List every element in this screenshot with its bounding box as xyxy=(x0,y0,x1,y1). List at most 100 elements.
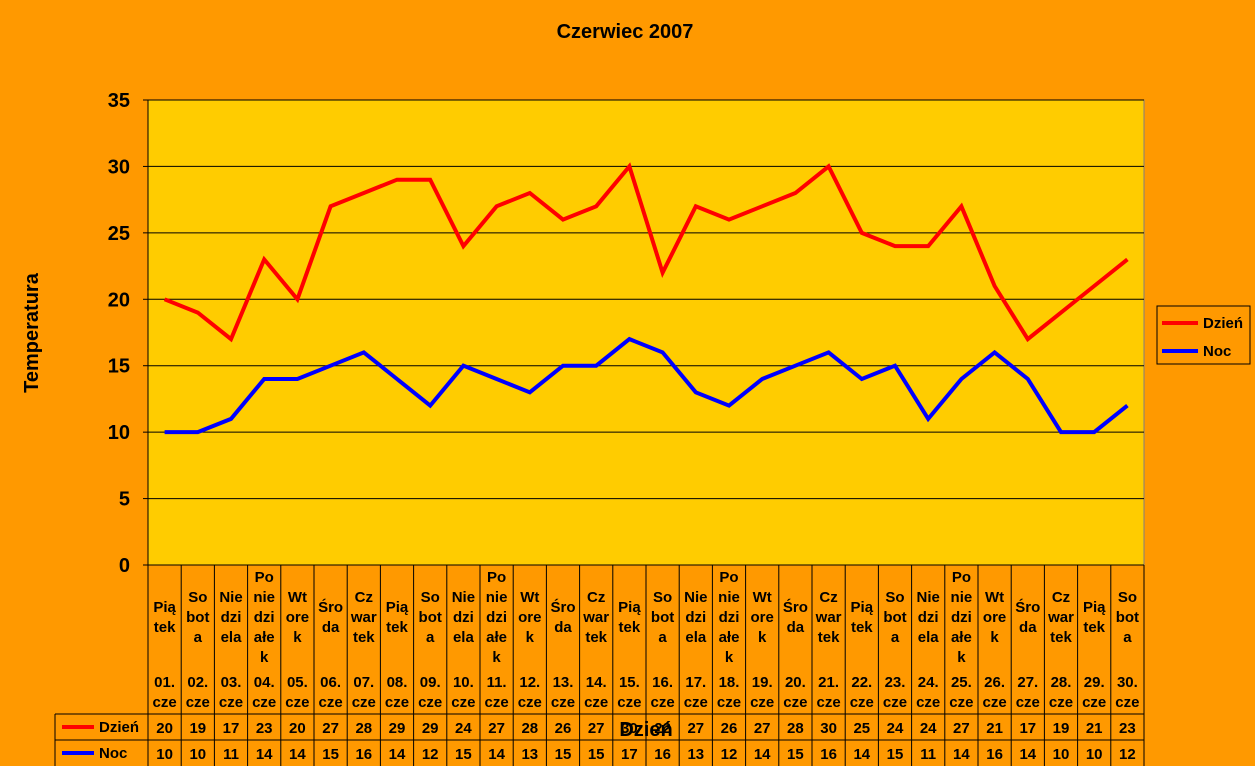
table-value: 27 xyxy=(754,720,771,737)
x-tick-day-label: So xyxy=(885,589,904,606)
x-tick-day-label: So xyxy=(421,589,440,606)
x-tick-date-label: cze xyxy=(252,694,276,711)
x-tick-date-label: 23. xyxy=(885,674,906,691)
x-tick-date-label: 08. xyxy=(387,674,408,691)
table-value: 22 xyxy=(654,720,671,737)
y-tick-label: 5 xyxy=(119,489,130,511)
x-tick-day-label: Pią xyxy=(1083,599,1106,616)
x-tick-day-label: dzi xyxy=(685,609,706,626)
x-tick-day-label: Pią xyxy=(618,599,641,616)
table-value: 11 xyxy=(223,746,239,763)
table-value: 24 xyxy=(455,720,472,737)
x-tick-date-label: cze xyxy=(1115,694,1139,711)
table-value: 20 xyxy=(289,720,306,737)
x-tick-day-label: dzi xyxy=(486,609,507,626)
x-tick-day-label: ore xyxy=(751,609,774,626)
table-value: 24 xyxy=(920,720,937,737)
table-value: 15 xyxy=(787,746,804,763)
x-tick-date-label: 28. xyxy=(1051,674,1072,691)
table-value: 16 xyxy=(986,746,1003,763)
x-tick-day-label: ałe xyxy=(254,629,275,646)
table-value: 10 xyxy=(1086,746,1103,763)
table-value: 28 xyxy=(521,720,538,737)
x-tick-date-label: cze xyxy=(1082,694,1106,711)
x-tick-day-label: Śro xyxy=(1015,598,1040,616)
table-value: 17 xyxy=(621,746,638,763)
x-tick-day-label: Nie xyxy=(917,589,940,606)
x-tick-date-label: cze xyxy=(817,694,841,711)
x-tick-day-label: Wt xyxy=(985,589,1004,606)
table-value: 30 xyxy=(621,720,638,737)
x-tick-day-label: Wt xyxy=(753,589,772,606)
table-value: 28 xyxy=(787,720,804,737)
table-value: 23 xyxy=(256,720,273,737)
x-tick-day-label: tek xyxy=(353,629,375,646)
x-tick-day-label: dzi xyxy=(254,609,275,626)
x-tick-date-label: 02. xyxy=(187,674,208,691)
x-tick-day-label: tek xyxy=(818,629,840,646)
x-tick-date-label: 10. xyxy=(453,674,474,691)
x-tick-day-label: k xyxy=(725,649,734,666)
table-value: 30 xyxy=(820,720,837,737)
x-tick-date-label: 15. xyxy=(619,674,640,691)
x-tick-date-label: cze xyxy=(983,694,1007,711)
y-axis-label: Temperatura xyxy=(21,272,43,393)
legend-label: Dzień xyxy=(1203,315,1243,332)
x-tick-day-label: war xyxy=(582,609,609,626)
x-tick-day-label: a xyxy=(1123,629,1132,646)
x-tick-date-label: cze xyxy=(352,694,376,711)
legend: Dzień Noc xyxy=(1156,305,1251,365)
x-tick-day-label: dzi xyxy=(951,609,972,626)
chart-title: Czerwiec 2007 xyxy=(557,21,694,43)
x-tick-date-label: cze xyxy=(451,694,475,711)
x-tick-date-label: 29. xyxy=(1084,674,1105,691)
y-tick-label: 10 xyxy=(108,422,130,444)
table-value: 25 xyxy=(853,720,870,737)
x-tick-day-label: nie xyxy=(951,589,973,606)
x-tick-date-label: 07. xyxy=(353,674,374,691)
x-tick-date-label: 09. xyxy=(420,674,441,691)
x-tick-date-label: cze xyxy=(518,694,542,711)
table-value: 29 xyxy=(389,720,406,737)
legend-label: Noc xyxy=(1203,343,1231,360)
table-series-name: Noc xyxy=(99,745,127,762)
table-value: 26 xyxy=(721,720,738,737)
x-tick-date-label: cze xyxy=(319,694,343,711)
gridlines xyxy=(148,99,1144,566)
x-tick-day-label: Śro xyxy=(318,598,343,616)
data-table: Piątek01.czeSobota02.czeNiedziela03.czeP… xyxy=(54,565,1145,766)
x-tick-date-label: cze xyxy=(750,694,774,711)
x-tick-day-label: tek xyxy=(154,619,176,636)
x-tick-date-label: 19. xyxy=(752,674,773,691)
x-tick-day-label: Po xyxy=(487,569,506,586)
x-tick-date-label: 04. xyxy=(254,674,275,691)
x-tick-date-label: 18. xyxy=(719,674,740,691)
series-lines xyxy=(163,162,1129,435)
x-tick-date-label: cze xyxy=(1049,694,1073,711)
x-tick-date-label: cze xyxy=(385,694,409,711)
table-value: 19 xyxy=(189,720,206,737)
x-tick-day-label: ela xyxy=(685,629,707,646)
x-tick-day-label: bot xyxy=(186,609,209,626)
x-tick-day-label: tek xyxy=(1083,619,1105,636)
x-tick-day-label: ore xyxy=(983,609,1006,626)
x-tick-day-label: k xyxy=(990,629,999,646)
table-value: 16 xyxy=(654,746,671,763)
table-value: 15 xyxy=(555,746,572,763)
y-tick-label: 20 xyxy=(108,289,130,311)
x-tick-date-label: cze xyxy=(783,694,807,711)
x-tick-day-label: Po xyxy=(255,569,274,586)
x-tick-date-label: 20. xyxy=(785,674,806,691)
x-tick-day-label: ela xyxy=(453,629,475,646)
x-tick-date-label: 01. xyxy=(154,674,175,691)
x-tick-date-label: cze xyxy=(485,694,509,711)
y-tick-label: 15 xyxy=(108,356,130,378)
x-axis-label: Dzień xyxy=(619,719,672,741)
x-tick-day-label: nie xyxy=(718,589,740,606)
x-tick-day-label: Pią xyxy=(851,599,874,616)
x-tick-day-label: dzi xyxy=(918,609,939,626)
x-tick-date-label: 30. xyxy=(1117,674,1138,691)
y-tick-label: 0 xyxy=(119,555,130,577)
x-tick-date-label: cze xyxy=(617,694,641,711)
